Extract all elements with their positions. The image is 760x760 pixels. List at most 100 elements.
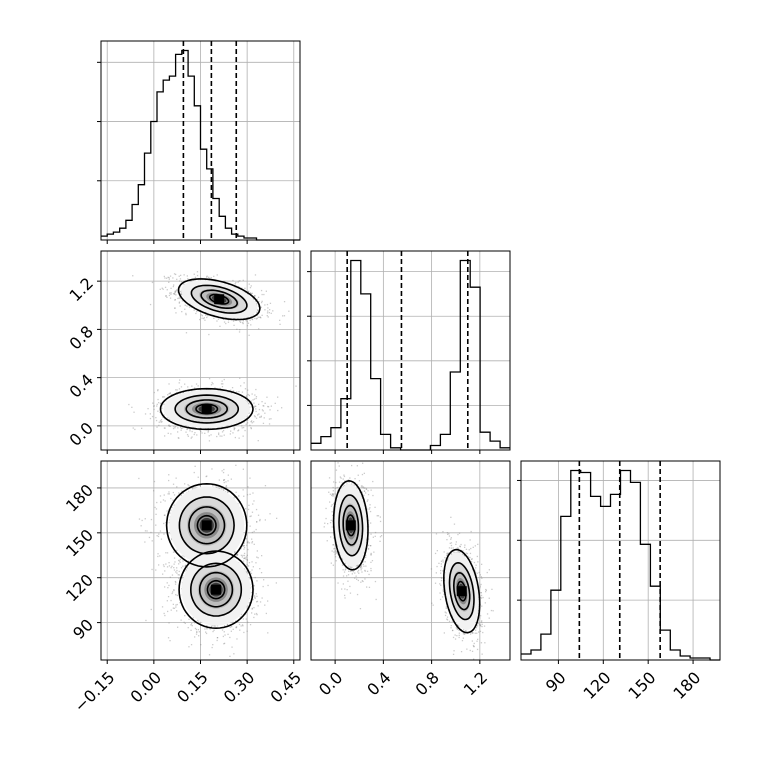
pair-2-0-sample-point bbox=[205, 631, 207, 633]
pair-2-0-sample-point bbox=[242, 545, 245, 547]
pair-1-0-sample-point bbox=[239, 377, 241, 379]
pair-1-0-sample-point bbox=[279, 319, 281, 321]
pair-1-0-sample-point bbox=[258, 403, 260, 405]
pair-1-0-sample-point bbox=[222, 318, 224, 320]
pair-2-0-sample-point bbox=[250, 592, 253, 594]
pair-2-0-sample-point bbox=[151, 568, 153, 571]
pair-1-0-sample-point bbox=[246, 422, 249, 424]
pair-2-0-sample-point bbox=[185, 569, 187, 571]
pair-2-0-sample-point bbox=[212, 644, 214, 646]
pair-1-0-sample-point bbox=[223, 378, 225, 381]
pair-1-0-sample-point bbox=[153, 405, 155, 407]
pair-2-0-sample-point bbox=[247, 548, 249, 551]
pair-1-0-sample-point bbox=[277, 396, 279, 398]
pair-2-0-sample-point bbox=[151, 540, 153, 542]
pair-1-0-sample-point bbox=[250, 315, 252, 318]
pair-1-0-sample-point bbox=[221, 380, 223, 382]
pair-2-0-sample-point bbox=[275, 582, 277, 584]
pair-1-0-sample-point bbox=[155, 417, 157, 419]
pair-1-0-sample-point bbox=[265, 290, 267, 292]
pair-2-0-sample-point bbox=[245, 618, 247, 620]
pair-2-0-sample-point bbox=[164, 586, 166, 588]
pair-1-0-sample-point bbox=[172, 293, 175, 295]
pair-1-0-sample-point bbox=[195, 383, 198, 385]
pair-2-0-sample-point bbox=[150, 518, 153, 521]
pair-1-0-sample-point bbox=[178, 297, 180, 299]
pair-2-0-sample-point bbox=[276, 517, 278, 519]
pair-1-0-sample-point bbox=[173, 426, 175, 428]
pair-1-0-sample-point bbox=[208, 435, 210, 437]
pair-2-0-sample-point bbox=[197, 620, 200, 622]
pair-1-0-sample-point bbox=[165, 295, 167, 297]
pair-2-0-sample-point bbox=[184, 565, 186, 567]
pair-1-0-sample-point bbox=[155, 419, 158, 422]
pair-1-0-sample-point bbox=[153, 408, 155, 411]
pair-2-0-sample-point bbox=[242, 560, 245, 562]
pair-2-0-sample-point bbox=[249, 624, 252, 626]
pair-1-0-sample-point bbox=[253, 415, 256, 417]
pair-2-0-sample-point bbox=[198, 635, 200, 637]
pair-1-0-sample-point bbox=[167, 432, 169, 434]
pair-2-0-sample-point bbox=[173, 569, 176, 571]
pair-2-0-sample-point bbox=[245, 538, 247, 540]
pair-2-0-sample-point bbox=[223, 468, 225, 471]
pair-2-0-sample-point bbox=[178, 563, 180, 565]
pair-1-0-sample-point bbox=[236, 391, 238, 393]
pair-1-0-sample-point bbox=[246, 395, 248, 397]
pair-2-0-sample-point bbox=[242, 554, 244, 557]
pair-2-0-sample-point bbox=[190, 644, 193, 646]
pair-2-0-sample-point bbox=[187, 627, 189, 629]
pair-2-0-sample-point bbox=[210, 626, 212, 628]
pair-2-0-sample-point bbox=[257, 557, 259, 559]
pair-1-0-sample-point bbox=[194, 276, 197, 278]
pair-1-0-sample-point bbox=[266, 315, 268, 317]
pair-2-0-sample-point bbox=[183, 555, 186, 558]
pair-2-0-sample-point bbox=[169, 576, 171, 578]
pair-2-0-sample-point bbox=[264, 604, 266, 606]
pair-1-0-sample-point bbox=[173, 293, 176, 295]
pair-2-0-sample-point bbox=[184, 570, 186, 572]
pair-1-0-sample-point bbox=[183, 274, 185, 276]
pair-2-0-sample-point bbox=[190, 629, 192, 631]
pair-1-0-sample-point bbox=[188, 306, 191, 308]
pair-1-0-sample-point bbox=[248, 412, 250, 414]
pair-1-0-sample-point bbox=[180, 386, 183, 388]
pair-1-0-sample-point bbox=[260, 416, 262, 418]
pair-2-0-sample-point bbox=[168, 565, 171, 567]
pair-2-0-sample-point bbox=[212, 485, 214, 487]
pair-1-0-sample-point bbox=[245, 423, 247, 425]
pair-2-0-sample-point bbox=[259, 520, 261, 522]
pair-2-0-sample-point bbox=[188, 646, 190, 648]
pair-1-0-sample-point bbox=[268, 312, 270, 314]
pair-1-0-sample-point bbox=[263, 405, 265, 407]
pair-1-0-sample-point bbox=[168, 425, 171, 427]
pair-2-0-sample-point bbox=[178, 577, 180, 579]
pair-1-0-sample-point bbox=[174, 307, 176, 309]
pair-2-0-sample-point bbox=[236, 638, 238, 640]
pair-1-0-sample-point bbox=[167, 276, 169, 278]
pair-1-0-sample-point bbox=[254, 394, 256, 396]
pair-1-0-sample-point bbox=[199, 318, 201, 321]
pair-1-0-sample-point bbox=[179, 305, 181, 307]
pair-2-0-sample-point bbox=[188, 618, 190, 620]
pair-2-0-sample-point bbox=[238, 495, 240, 497]
pair-2-0-sample-point bbox=[246, 554, 248, 556]
pair-1-0-sample-point bbox=[255, 408, 257, 410]
pair-1-0-sample-point bbox=[164, 286, 167, 288]
pair-1-0-sample-point bbox=[174, 291, 176, 293]
pair-1-0-sample-point bbox=[255, 417, 258, 419]
pair-2-0-sample-point bbox=[226, 623, 229, 626]
pair-1-0-sample-point bbox=[270, 312, 272, 314]
pair-1-0-sample-point bbox=[260, 289, 263, 292]
pair-1-0-sample-point bbox=[151, 415, 154, 418]
pair-1-0-sample-point bbox=[166, 277, 168, 279]
pair-2-0-sample-point bbox=[206, 628, 208, 630]
pair-1-0-sample-point bbox=[194, 426, 196, 428]
pair-2-0-sample-point bbox=[240, 625, 242, 627]
pair-2-0-sample-point bbox=[247, 542, 249, 544]
pair-1-0-sample-point bbox=[158, 402, 160, 404]
pair-1-0-sample-point bbox=[132, 427, 134, 429]
pair-1-0-sample-point bbox=[249, 292, 252, 294]
pair-1-0-sample-point bbox=[207, 430, 210, 432]
pair-2-0-sample-point bbox=[161, 606, 164, 608]
